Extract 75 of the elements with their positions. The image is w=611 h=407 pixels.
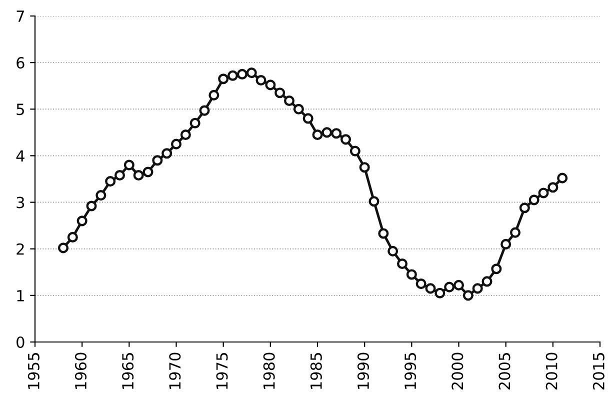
point <box>180 129 191 140</box>
point <box>105 176 116 187</box>
point <box>482 276 492 287</box>
x-tick-label: 1975 <box>216 353 228 389</box>
y-tick-label: 7 <box>16 10 24 22</box>
x-tick-label: 1990 <box>357 352 370 389</box>
point <box>142 166 154 178</box>
point <box>453 280 464 290</box>
x-tick-label: 2005 <box>498 353 510 390</box>
point <box>406 269 417 280</box>
point <box>548 182 558 193</box>
point <box>388 246 398 256</box>
point <box>425 283 436 294</box>
point <box>86 200 97 212</box>
point <box>114 170 126 181</box>
x-tick-label: 1985 <box>310 353 322 389</box>
point <box>312 129 323 140</box>
point <box>444 282 455 292</box>
point <box>378 228 389 239</box>
point <box>557 172 568 184</box>
point <box>322 127 332 138</box>
point <box>293 104 304 114</box>
point <box>359 162 370 173</box>
point <box>350 146 360 156</box>
point <box>519 202 530 214</box>
x-tick-label: 1995 <box>404 353 416 389</box>
point <box>491 264 502 274</box>
x-tick-label: 1960 <box>74 352 87 389</box>
y-tick-label: 5 <box>16 104 24 116</box>
point <box>416 278 426 290</box>
x-tick-label: 2000 <box>452 352 464 390</box>
y-tick-label: 2 <box>16 243 24 255</box>
y-tick-label: 1 <box>17 290 24 302</box>
y-tick-label: 6 <box>16 57 24 69</box>
x-tick-label: 1955 <box>28 353 40 389</box>
x-tick-label: 1970 <box>169 352 181 389</box>
point <box>190 118 200 128</box>
point <box>528 194 540 206</box>
point <box>76 216 88 226</box>
point <box>152 155 163 166</box>
point <box>133 170 144 181</box>
point <box>96 190 106 201</box>
point <box>274 88 286 98</box>
y-tick-label: 0 <box>16 336 24 348</box>
point <box>199 105 210 116</box>
point <box>538 188 549 198</box>
point <box>302 113 314 124</box>
point <box>208 90 220 100</box>
point <box>340 134 352 145</box>
point <box>227 70 238 81</box>
x-tick-label: 2010 <box>546 352 558 390</box>
point <box>170 138 182 150</box>
point <box>246 68 257 78</box>
y-tick-label: 3 <box>16 196 24 208</box>
x-tick-label: 1965 <box>122 353 134 389</box>
point <box>162 148 172 159</box>
point <box>396 258 408 270</box>
point <box>218 74 229 84</box>
point <box>256 74 266 86</box>
point <box>284 95 295 106</box>
point <box>265 80 276 90</box>
point <box>368 196 380 207</box>
point <box>124 160 134 170</box>
point <box>434 288 446 298</box>
x-tick-label: 1980 <box>263 352 275 389</box>
point <box>67 232 78 242</box>
y-tick-label: 4 <box>16 150 24 162</box>
point <box>58 242 69 254</box>
point <box>500 238 512 250</box>
point <box>462 290 474 301</box>
point <box>236 68 248 80</box>
point <box>510 227 521 238</box>
point <box>331 128 342 139</box>
point <box>472 283 483 294</box>
x-tick-label: 2015 <box>592 353 604 390</box>
